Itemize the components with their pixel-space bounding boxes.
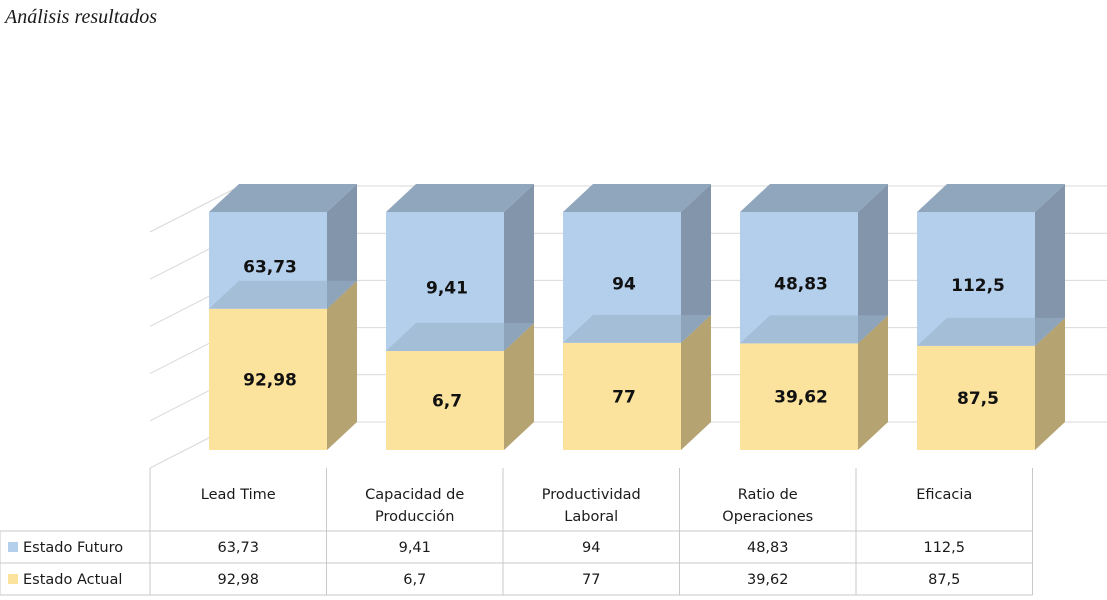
data-label-estado-futuro: 112,5 <box>951 276 1005 296</box>
table-cell-value: 87,5 <box>928 572 960 588</box>
table-cell-value: 94 <box>582 540 600 556</box>
data-label-estado-actual: 39,62 <box>774 388 828 408</box>
bar-top-face <box>386 184 534 212</box>
data-label-estado-futuro: 94 <box>612 274 636 294</box>
table-header-category: Lead Time <box>201 487 276 503</box>
bar-segment-divider <box>563 314 711 343</box>
legend-label-estado-futuro: Estado Futuro <box>23 540 123 556</box>
legend-swatch-estado-actual <box>8 574 18 584</box>
data-label-estado-actual: 6,7 <box>432 392 462 412</box>
data-label-estado-actual: 77 <box>612 387 636 407</box>
data-label-estado-futuro: 9,41 <box>426 279 468 299</box>
bar-estado-futuro-side <box>1035 184 1065 346</box>
legend-label-estado-actual: Estado Actual <box>23 572 122 588</box>
bar-estado-actual-side <box>1035 317 1065 450</box>
table-header-category: Ratio de Operaciones <box>722 487 813 525</box>
table-cell-value: 112,5 <box>923 540 965 556</box>
bar-estado-actual-side <box>681 314 711 450</box>
bar-estado-actual-front <box>917 345 1035 450</box>
bar-top-face <box>917 184 1065 212</box>
table-cell-value: 39,62 <box>747 572 789 588</box>
table-cell-value: 9,41 <box>399 540 431 556</box>
data-label-estado-futuro: 63,73 <box>243 257 297 277</box>
table-header-category: Eficacia <box>916 487 972 503</box>
table-cell-value: 63,73 <box>217 540 259 556</box>
data-label-estado-futuro: 48,83 <box>774 275 828 295</box>
data-label-estado-actual: 87,5 <box>957 389 999 409</box>
bar-estado-futuro-side <box>858 184 888 344</box>
bar-estado-futuro-side <box>327 184 357 309</box>
chart-data-table: Lead Time Capacidad de Producción Productiv… <box>0 468 1033 596</box>
bar-segment-divider <box>386 323 534 352</box>
page-title: Análisis resultados <box>5 6 158 28</box>
bar-estado-futuro-side <box>504 184 534 352</box>
bar-estado-actual-side <box>327 280 357 450</box>
bar-segment-divider <box>917 317 1065 346</box>
table-header-category: Productividad Laboral <box>542 487 641 525</box>
bar-estado-actual-side <box>504 323 534 450</box>
bar-estado-actual-front <box>740 343 858 450</box>
bar-top-face <box>563 184 711 212</box>
bar-estado-actual-front <box>563 342 681 450</box>
legend-swatch-estado-futuro <box>8 542 18 552</box>
bar-top-face <box>209 184 357 212</box>
bar-segment-divider <box>209 280 357 309</box>
data-label-estado-actual: 92,98 <box>243 370 297 390</box>
table-cell-value: 6,7 <box>403 572 426 588</box>
bar-top-face <box>740 184 888 212</box>
bar-estado-actual-front <box>386 351 504 450</box>
table-cell-value: 48,83 <box>747 540 789 556</box>
chart-bars: 63,73 92,98 9,41 6,7 94 77 48,83 39,62 112,5 87,5 <box>209 184 1065 450</box>
bar-estado-futuro-side <box>681 184 711 343</box>
table-cell-value: 77 <box>582 572 600 588</box>
gridline-depth <box>149 185 241 233</box>
bar-estado-actual-front <box>209 308 327 450</box>
bar-estado-actual-side <box>858 315 888 450</box>
table-header-category: Capacidad de Producción <box>365 487 464 525</box>
bar-segment-divider <box>740 315 888 344</box>
table-cell-value: 92,98 <box>217 572 259 588</box>
